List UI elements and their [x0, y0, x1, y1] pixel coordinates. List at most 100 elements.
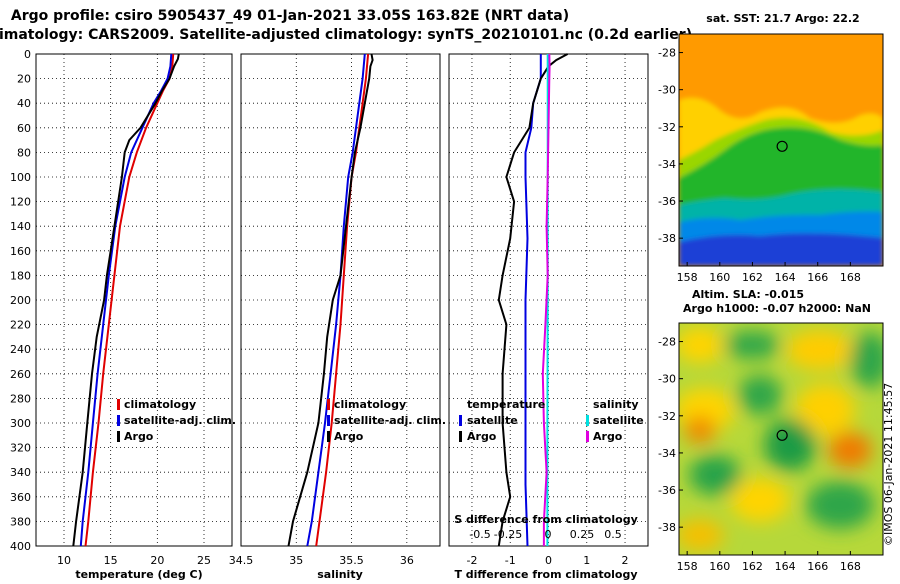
sla-field	[675, 323, 890, 555]
s-diff-tick-label: 0.5	[604, 528, 622, 541]
legend-label-climatology: climatology	[124, 398, 196, 411]
depth-tick-label: 20	[17, 73, 31, 86]
legend-title-temperature: temperature	[467, 398, 545, 411]
legend-swatch-climatology	[117, 399, 120, 410]
x-tick-label: 10	[57, 554, 71, 567]
sst-band-deep-blue	[679, 233, 883, 266]
legend-label-s-satellite: satellite	[593, 414, 644, 427]
legend-label-climatology: climatology	[334, 398, 406, 411]
depth-tick-label: 0	[24, 48, 31, 61]
depth-tick-label: 360	[10, 491, 31, 504]
x-tick-label: -2	[466, 554, 477, 567]
legend-swatch-argo	[327, 431, 330, 442]
legend-swatch-s-argo	[586, 431, 589, 442]
s-diff-tick-label: 0	[545, 528, 552, 541]
depth-tick-label: 220	[10, 319, 31, 332]
map-lon-label: 166	[807, 271, 828, 284]
map-lon-label: 162	[742, 271, 763, 284]
depth-tick-label: 180	[10, 269, 31, 282]
legend-swatch-satellite-adj	[117, 415, 120, 426]
map-lat-label: -30	[658, 373, 676, 386]
x-tick-label: -1	[505, 554, 516, 567]
legend-swatch-satellite-adj	[327, 415, 330, 426]
legend-swatch-climatology	[327, 399, 330, 410]
x-tick-label: 1	[583, 554, 590, 567]
map-lat-label: -30	[658, 84, 676, 97]
depth-tick-label: 200	[10, 294, 31, 307]
map-lat-label: -36	[658, 195, 676, 208]
depth-tick-label: 100	[10, 171, 31, 184]
figure-title-line2: Climatology: CARS2009. Satellite-adjuste…	[0, 27, 692, 43]
map-lon-label: 158	[677, 271, 698, 284]
x-tick-label: 25	[197, 554, 211, 567]
map-lat-label: -32	[658, 121, 676, 134]
depth-tick-label: 120	[10, 196, 31, 209]
x-tick-label: 15	[104, 554, 118, 567]
legend-label-argo: Argo	[334, 430, 364, 443]
legend-label-argo: Argo	[124, 430, 154, 443]
s-diff-tick-label: -0.5	[469, 528, 490, 541]
sla-blob	[730, 478, 790, 522]
legend-swatch-t-satellite	[459, 415, 462, 426]
salinity-x-label: salinity	[317, 568, 363, 580]
map-lat-label: -28	[658, 336, 676, 349]
depth-tick-label: 240	[10, 343, 31, 356]
depth-tick-label: 40	[17, 97, 31, 110]
sla-blob	[689, 455, 741, 495]
map-lat-label: -32	[658, 410, 676, 423]
map-lat-label: -34	[658, 447, 676, 460]
s-diff-tick-label: 0.25	[570, 528, 595, 541]
imos-timestamp: ©IMOS 06-Jan-2021 11:45:57	[882, 383, 895, 546]
s-diff-tick-label: -0.25	[494, 528, 522, 541]
legend-swatch-argo	[117, 431, 120, 442]
sla-map-panel: Altim. SLA: -0.015 Argo h1000: -0.07 h20…	[658, 288, 890, 573]
map-lon-label: 160	[709, 271, 730, 284]
legend-label-s-argo: Argo	[593, 430, 623, 443]
map-lat-label: -28	[658, 47, 676, 60]
legend-swatch-s-satellite	[586, 415, 589, 426]
depth-axis-ticks: 0204060801001201401601802002202402602803…	[10, 48, 31, 553]
temperature-plot-frame	[36, 54, 232, 546]
sla-blob	[676, 327, 724, 363]
sla-map-title-line1: Altim. SLA: -0.015	[692, 288, 804, 301]
legend-swatch-t-argo	[459, 431, 462, 442]
sla-blob	[724, 331, 780, 359]
legend-label-t-satellite: satellite	[467, 414, 518, 427]
x-tick-label: 35.5	[339, 554, 364, 567]
x-tick-label: 0	[545, 554, 552, 567]
depth-tick-label: 340	[10, 466, 31, 479]
sst-field	[679, 34, 883, 266]
salinity-plot-frame	[241, 54, 440, 546]
legend-label-t-argo: Argo	[467, 430, 497, 443]
temperature-x-ticks: 10 15 20 25	[57, 554, 211, 567]
s-diff-x-label: S difference from climatology	[454, 513, 638, 526]
x-tick-label: 34.5	[229, 554, 254, 567]
map-lat-label: -36	[658, 484, 676, 497]
sla-blob	[850, 332, 890, 388]
map-lon-label: 164	[775, 271, 796, 284]
depth-tick-label: 380	[10, 515, 31, 528]
x-tick-label: 35	[289, 554, 303, 567]
map-lon-label: 168	[840, 560, 861, 573]
depth-tick-label: 280	[10, 392, 31, 405]
depth-tick-label: 400	[10, 540, 31, 553]
sla-blob	[684, 416, 716, 444]
map-lat-label: -34	[658, 158, 676, 171]
map-lon-label: 166	[807, 560, 828, 573]
sla-map-title-line2: Argo h1000: -0.07 h2000: NaN	[683, 302, 871, 315]
legend-label-satellite-adj: satellite-adj. clim.	[124, 414, 236, 427]
x-tick-label: 20	[150, 554, 164, 567]
depth-tick-label: 300	[10, 417, 31, 430]
map-lon-label: 158	[677, 560, 698, 573]
depth-tick-label: 160	[10, 245, 31, 258]
map-lat-label: -38	[658, 232, 676, 245]
legend-label-satellite-adj: satellite-adj. clim.	[334, 414, 446, 427]
legend-title-salinity: salinity	[593, 398, 639, 411]
